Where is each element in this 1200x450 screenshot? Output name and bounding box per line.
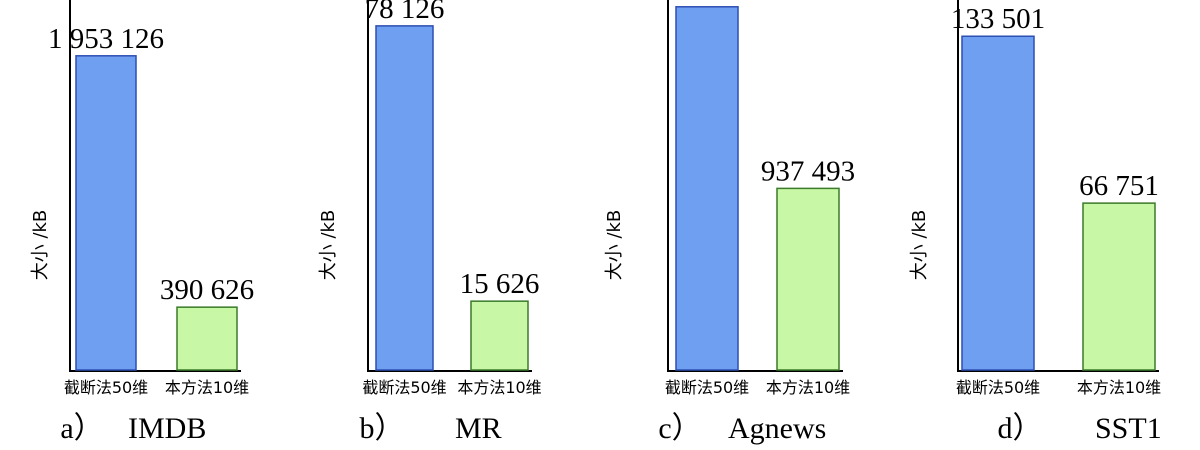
chart-panel-3: 大小 /kB 1 874 985 截断法50维 937 493 本方法10维 c） Agne… xyxy=(604,0,855,445)
bar-truncation-50d xyxy=(375,25,434,371)
category-label: 截断法50维 xyxy=(956,378,1040,397)
category-label: 本方法10维 xyxy=(766,378,850,397)
bar-truncation-50d xyxy=(961,35,1035,371)
data-label: 133 501 xyxy=(951,3,1045,35)
bar-proposed-10d xyxy=(470,300,529,371)
data-label: 1 874 985 xyxy=(649,0,765,6)
category-label: 本方法10维 xyxy=(457,378,541,397)
category-label: 本方法10维 xyxy=(165,378,249,397)
panel-letter: a） xyxy=(60,412,103,445)
bar-truncation-50d xyxy=(75,55,137,371)
data-label: 66 751 xyxy=(1079,170,1159,202)
bar-proposed-10d xyxy=(776,187,840,371)
category-label: 本方法10维 xyxy=(1077,378,1161,397)
y-axis-label: 大小 /kB xyxy=(604,210,625,281)
dataset-name: Agnews xyxy=(728,412,826,445)
data-label: 1 953 126 xyxy=(48,23,164,55)
data-label: 390 626 xyxy=(160,274,254,306)
y-axis-label: 大小 /kB xyxy=(318,210,339,281)
category-label: 截断法50维 xyxy=(362,378,446,397)
category-label: 截断法50维 xyxy=(64,378,148,397)
y-axis-label: 大小 /kB xyxy=(909,210,930,281)
chart-panel-2: 大小 /kB 78 126 截断法50维 15 626 本方法10维 b） MR xyxy=(318,0,542,445)
panel-letter: c） xyxy=(658,412,701,445)
category-label: 截断法50维 xyxy=(665,378,749,397)
bar-truncation-50d xyxy=(675,6,739,371)
chart-panel-4: 大小 /kB 133 501 截断法50维 66 751 本方法10维 d） SST1 xyxy=(909,0,1162,445)
panel-letter: b） xyxy=(360,412,405,445)
y-axis-label: 大小 /kB xyxy=(30,210,51,281)
dataset-name: MR xyxy=(455,412,502,445)
dataset-name: SST1 xyxy=(1095,412,1162,445)
data-label: 15 626 xyxy=(460,268,540,300)
panel-letter: d） xyxy=(998,412,1043,445)
data-label: 937 493 xyxy=(761,155,855,187)
bar-proposed-10d xyxy=(176,306,238,371)
data-label: 78 126 xyxy=(365,0,445,25)
bar-proposed-10d xyxy=(1082,202,1156,371)
chart-panel-1: 大小 /kB 1 953 126 截断法50维 390 626 本方法10维 a） IMDB xyxy=(30,0,254,445)
dataset-name: IMDB xyxy=(128,412,206,445)
